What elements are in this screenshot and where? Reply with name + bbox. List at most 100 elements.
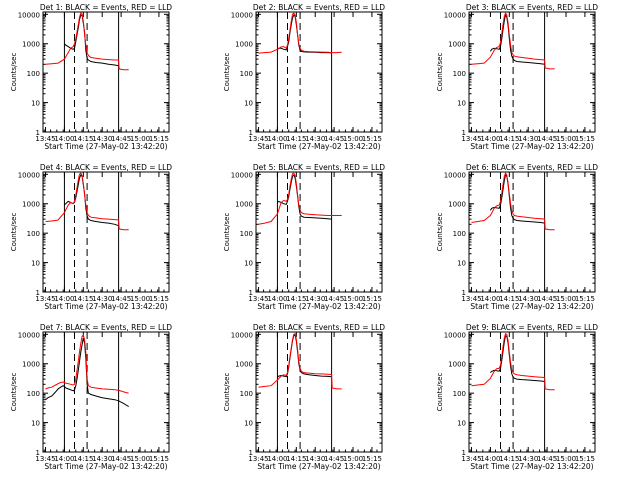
x-tick-label: 14:00 [267,295,287,303]
x-tick-label: 14:15 [286,295,306,303]
y-axis-label: Counts/sec [10,373,18,412]
y-tick-label: 1 [249,129,253,137]
plot-frame [468,171,596,293]
y-tick-label: 10000 [18,11,40,19]
y-tick-label: 10000 [231,331,253,339]
y-tick-label: 100 [27,390,40,398]
x-tick-label: 15:15 [149,135,169,143]
y-tick-label: 100 [240,230,253,238]
y-tick-label: 1 [36,449,40,457]
x-tick-label: 14:30 [92,455,112,463]
x-tick-label: 14:30 [305,295,325,303]
events-series-line [45,337,129,408]
x-tick-label: 14:00 [267,135,287,143]
y-tick-label: 10 [31,100,40,108]
y-tick-label: 10 [457,260,466,268]
chart-panel-5: 1 10 100 1000 10000 13:4514:0014:1514:3014:45… [223,163,385,311]
x-tick-label: 15:00 [556,135,576,143]
events-series-line [277,334,332,378]
x-tick-label: 14:00 [54,295,74,303]
x-tick-label: 14:15 [499,455,519,463]
y-tick-label: 100 [453,230,466,238]
y-tick-label: 100 [240,70,253,78]
x-tick-label: 13:45 [461,135,481,143]
y-axis-label: Counts/sec [223,373,231,412]
y-axis-label: Counts/sec [223,53,231,92]
y-axis-label: Counts/sec [436,373,444,412]
x-tick-label: 14:30 [92,295,112,303]
y-tick-label: 1 [249,449,253,457]
x-axis-label: Start Time (27-May-02 13:42:20) [257,142,380,151]
y-tick-label: 10 [457,100,466,108]
x-tick-label: 14:30 [92,135,112,143]
lld-series-line [45,333,129,394]
lld-series-line [258,172,342,225]
x-tick-label: 14:45 [324,455,344,463]
chart-panel-9: 1 10 100 1000 10000 13:4514:0014:1514:3014:45… [436,323,598,471]
x-tick-label: 15:00 [556,455,576,463]
x-tick-label: 14:45 [111,295,131,303]
y-tick-label: 10 [244,100,253,108]
x-tick-label: 15:00 [556,295,576,303]
x-tick-label: 13:45 [461,295,481,303]
y-axis-label: Counts/sec [223,213,231,252]
y-tick-label: 100 [27,70,40,78]
y-tick-label: 1000 [235,41,253,49]
lld-series-line [471,12,555,70]
y-tick-label: 10000 [231,171,253,179]
y-tick-label: 1000 [22,201,40,209]
chart-panel-4: 1 10 100 1000 10000 13:4514:0014:1514:3014:45… [10,163,172,311]
panel-title: Det 1: BLACK = Events, RED = LLD [40,3,172,12]
y-tick-label: 1 [462,289,466,297]
plot-frame [42,171,170,293]
y-axis-label: Counts/sec [10,53,18,92]
plot-frame [468,331,596,453]
y-tick-label: 10000 [444,11,466,19]
events-series-line [277,14,332,54]
y-tick-label: 1 [36,289,40,297]
x-tick-label: 15:15 [575,135,595,143]
chart-panel-3: 1 10 100 1000 10000 13:4514:0014:1514:3014:45… [436,3,598,151]
panel-title: Det 6: BLACK = Events, RED = LLD [466,163,598,172]
panel-title: Det 2: BLACK = Events, RED = LLD [253,3,385,12]
y-tick-label: 10 [244,420,253,428]
x-tick-label: 14:00 [480,135,500,143]
y-tick-label: 1 [462,129,466,137]
plot-frame [255,171,383,293]
x-tick-label: 15:00 [130,135,150,143]
x-tick-label: 13:45 [248,455,268,463]
plot-frame [255,11,383,133]
y-tick-label: 1000 [448,361,466,369]
y-tick-label: 1 [36,129,40,137]
x-tick-label: 14:45 [537,135,557,143]
x-tick-label: 14:15 [286,135,306,143]
x-tick-label: 15:00 [343,135,363,143]
x-tick-label: 14:15 [499,295,519,303]
x-tick-label: 14:30 [518,295,538,303]
lld-series-line [258,332,342,390]
x-tick-label: 14:45 [537,455,557,463]
x-tick-label: 13:45 [35,135,55,143]
y-tick-label: 10000 [444,331,466,339]
x-tick-label: 15:15 [575,455,595,463]
chart-panel-1: 1 10 100 1000 10000 13:4514:0014:1514:3014:45… [10,3,172,151]
x-tick-label: 15:00 [343,455,363,463]
plot-frame [42,11,170,133]
y-tick-label: 10 [244,260,253,268]
y-tick-label: 1000 [22,361,40,369]
x-axis-label: Start Time (27-May-02 13:42:20) [44,462,167,471]
lld-series-line [45,172,129,231]
x-axis-label: Start Time (27-May-02 13:42:20) [470,462,593,471]
x-axis-label: Start Time (27-May-02 13:42:20) [44,142,167,151]
lld-series-line [471,172,555,231]
panel-title: Det 8: BLACK = Events, RED = LLD [253,323,385,332]
panel-title: Det 3: BLACK = Events, RED = LLD [466,3,598,12]
x-tick-label: 15:00 [130,455,150,463]
x-tick-label: 14:45 [324,295,344,303]
x-tick-label: 14:15 [73,295,93,303]
panel-title: Det 4: BLACK = Events, RED = LLD [40,163,172,172]
y-tick-label: 100 [453,70,466,78]
lld-series-line [45,12,129,71]
y-tick-label: 1 [249,289,253,297]
